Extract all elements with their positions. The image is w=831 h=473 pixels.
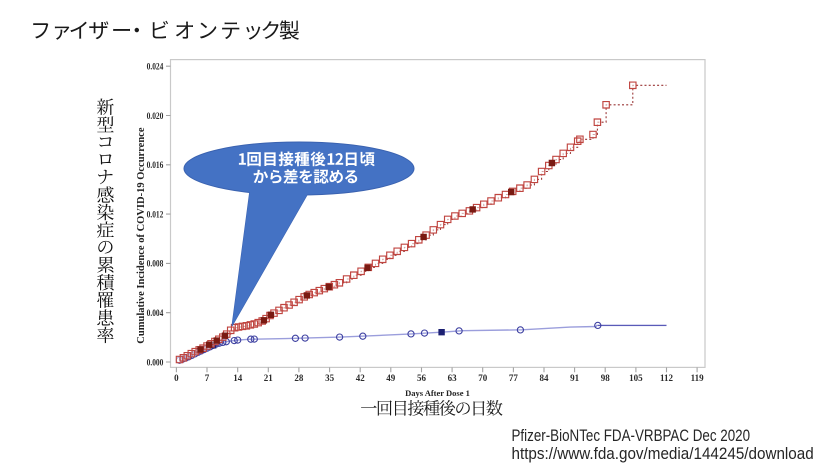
svg-text:105: 105 [629, 373, 643, 383]
svg-text:77: 77 [509, 373, 519, 383]
svg-text:14: 14 [233, 373, 243, 383]
svg-text:0.000: 0.000 [147, 358, 164, 368]
svg-text:112: 112 [660, 373, 674, 383]
svg-text:35: 35 [325, 373, 335, 383]
svg-text:119: 119 [691, 373, 705, 383]
svg-text:49: 49 [386, 373, 396, 383]
svg-text:21: 21 [264, 373, 274, 383]
svg-text:0.008: 0.008 [147, 260, 164, 270]
svg-text:0.016: 0.016 [147, 161, 164, 171]
svg-text:84: 84 [540, 373, 550, 383]
svg-text:0.024: 0.024 [147, 63, 164, 73]
svg-text:0.012: 0.012 [147, 210, 164, 220]
svg-text:42: 42 [356, 373, 366, 383]
svg-text:7: 7 [205, 373, 210, 383]
svg-text:Days After Dose 1: Days After Dose 1 [405, 388, 470, 398]
svg-text:Cumulative Incidence of COVID-: Cumulative Incidence of COVID-19 Occurre… [136, 127, 147, 344]
svg-text:98: 98 [601, 373, 611, 383]
svg-text:https://www.fda.gov/media/1442: https://www.fda.gov/media/144245/downloa… [512, 445, 814, 463]
svg-text:56: 56 [417, 373, 427, 383]
svg-text:0.020: 0.020 [147, 112, 164, 122]
svg-text:70: 70 [478, 373, 488, 383]
svg-text:91: 91 [570, 373, 580, 383]
svg-text:63: 63 [448, 373, 458, 383]
svg-text:28: 28 [294, 373, 304, 383]
svg-text:0: 0 [174, 373, 179, 383]
svg-text:Pfizer-BioNTec FDA-VRBPAC Dec: Pfizer-BioNTec FDA-VRBPAC Dec 2020 [512, 428, 751, 445]
svg-text:0.004: 0.004 [147, 309, 164, 319]
